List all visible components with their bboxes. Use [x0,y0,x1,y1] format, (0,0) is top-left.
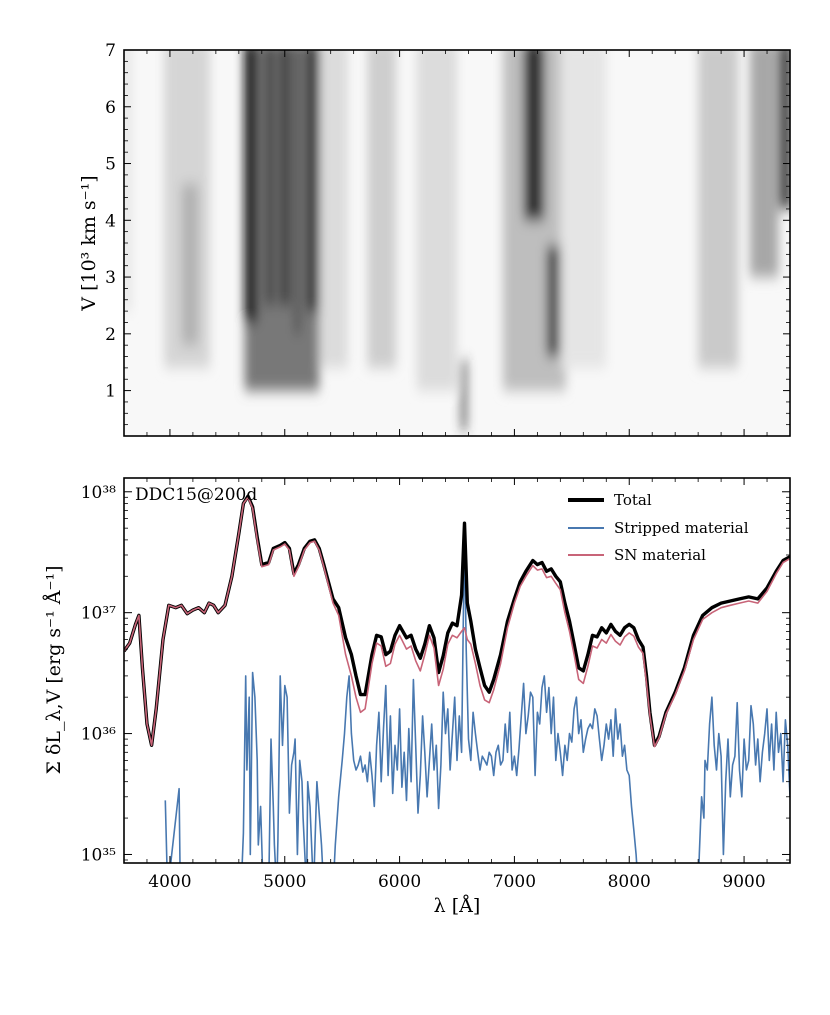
spectrum-lines [124,494,790,863]
spectrum-panel: 4000 5000 6000 7000 8000 9000 10³⁵10³⁶10³⁷10³… [43,477,791,917]
spectrum-y-tick-label: 10³⁷ [81,604,116,624]
heatmap-band [280,50,290,306]
spectrum-frame [123,477,791,864]
spectrum-y-tick-label: 10³⁶ [81,725,116,745]
stripped-material-line [164,527,790,863]
heatmap-y-tick-label: 5 [105,155,116,175]
spectrum-title: DDC15@200d [135,485,257,505]
heatmap-y-tick-label: 4 [105,211,116,231]
heatmap-band [124,50,131,312]
heatmap-band [560,50,607,368]
heatmap-band [266,50,274,306]
legend: Total Stripped material SN material [568,491,749,564]
spectrum-y-ticks: 10³⁵ 10³⁶ 10³⁷ 10³⁸ [81,483,790,865]
spectrum-x-tick-label: 4000 [148,872,191,892]
heatmap-y-axis-label: V [10³ km s⁻¹] [78,175,100,311]
spectrum-x-tick-label: 9000 [722,872,765,892]
heatmap-band [244,50,258,323]
heatmap-band [295,50,300,334]
spectrum-x-axis-label: λ [Å] [434,895,481,917]
spectrum-x-ticks: 4000 5000 6000 7000 8000 9000 [123,478,791,892]
heatmap-band [546,246,563,357]
heatmap-y-tick-label: 1 [105,382,116,402]
heatmap-band [181,183,199,346]
legend-label-total: Total [614,491,652,509]
spectrum-background [124,478,790,863]
spectrum-y-tick-label: 10³⁸ [81,483,116,503]
heatmap-x-ticks [123,50,791,436]
spectrum-x-tick-label: 6000 [378,872,421,892]
heatmap-band [416,50,457,391]
heatmap-band [523,50,545,221]
spectrum-x-tick-label: 8000 [608,872,651,892]
spectrum-y-tick-label: 10³⁵ [81,845,116,865]
heatmap-bands [124,50,790,431]
heatmap-band [367,50,397,368]
heatmap-y-ticks: 1 2 3 4 5 6 7 [105,41,790,437]
heatmap-band-group [124,50,790,431]
heatmap-y-tick-label: 3 [105,268,116,288]
heatmap-band [749,50,779,278]
sn-material-line [124,496,790,748]
spectrum-y-axis-label: Σ δL_λ,V [erg s⁻¹ Å⁻¹] [43,565,65,774]
legend-label-sn: SN material [614,546,706,564]
heatmap-band [461,359,467,431]
spectrum-x-tick-label: 5000 [263,872,306,892]
heatmap-panel: 1 2 3 4 5 6 7 V [10³ km s⁻¹] [78,41,791,437]
heatmap-band [698,50,739,368]
heatmap-y-tick-label: 6 [105,98,116,118]
heatmap-y-tick-label: 2 [105,325,116,345]
heatmap-band [307,50,323,312]
heatmap-band [779,50,790,209]
legend-label-stripped: Stripped material [614,519,749,537]
heatmap-y-tick-label: 7 [105,41,116,61]
heatmap-band [319,50,348,368]
spectrum-x-tick-label: 7000 [493,872,536,892]
